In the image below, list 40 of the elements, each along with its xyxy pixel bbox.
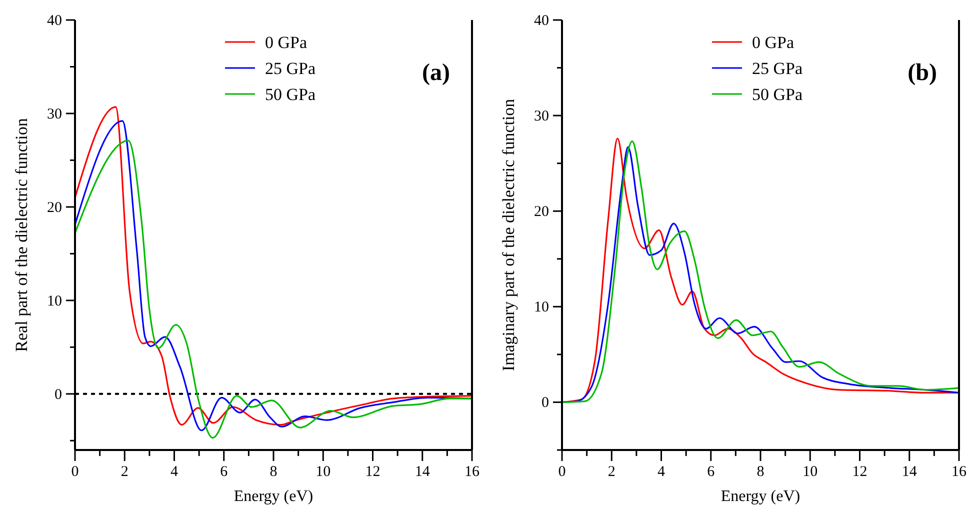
y-axis-title: Imaginary part of the dielectric function (499, 98, 518, 372)
x-tick-label: 8 (756, 464, 764, 480)
legend-label: 50 GPa (265, 85, 316, 104)
y-tick-label: 10 (47, 293, 62, 310)
text: (a) (422, 60, 450, 86)
x-tick-label: 14 (902, 464, 918, 480)
x-tick-label: 6 (220, 464, 228, 480)
x-tick-label: 12 (852, 464, 868, 480)
y-tick-label: 10 (534, 300, 549, 316)
x-tick-label: 4 (170, 464, 178, 480)
x-tick-label: 6 (707, 464, 716, 480)
x-tick-label: 8 (270, 464, 278, 480)
x-tick-label: 2 (608, 464, 616, 480)
y-axis-title: Real part of the dielectric function (12, 118, 31, 352)
y-tick-label: 40 (47, 13, 62, 29)
y-tick-label: 0 (542, 395, 549, 412)
x-tick-label: 12 (365, 464, 380, 480)
x-tick-label: 4 (658, 464, 666, 480)
y-tick-label: 20 (534, 204, 549, 220)
x-axis-title: Energy (eV) (234, 488, 314, 505)
legend-label: 50 GPa (752, 85, 803, 104)
x-tick-label: 14 (414, 464, 430, 480)
y-tick-label: 40 (534, 13, 549, 29)
legend-label: 0 GPa (265, 33, 308, 52)
text: (b) (908, 60, 937, 86)
y-tick-label: 0 (54, 386, 62, 403)
x-tick-label: 16 (464, 464, 480, 480)
x-tick-label: 0 (71, 464, 79, 480)
x-tick-label: 10 (802, 464, 818, 480)
x-axis-title: Energy (eV) (720, 488, 800, 505)
legend-label: 25 GPa (752, 59, 803, 78)
y-tick-label: 30 (534, 108, 549, 125)
y-tick-label: 30 (47, 106, 62, 122)
x-tick-label: 10 (316, 464, 331, 480)
legend-label: 25 GPa (265, 59, 316, 78)
x-tick-label: 16 (952, 464, 967, 480)
legend-label: 0 GPa (752, 33, 794, 52)
x-tick-label: 0 (558, 464, 566, 480)
x-tick-label: 2 (120, 464, 128, 480)
y-tick-label: 20 (47, 200, 62, 216)
